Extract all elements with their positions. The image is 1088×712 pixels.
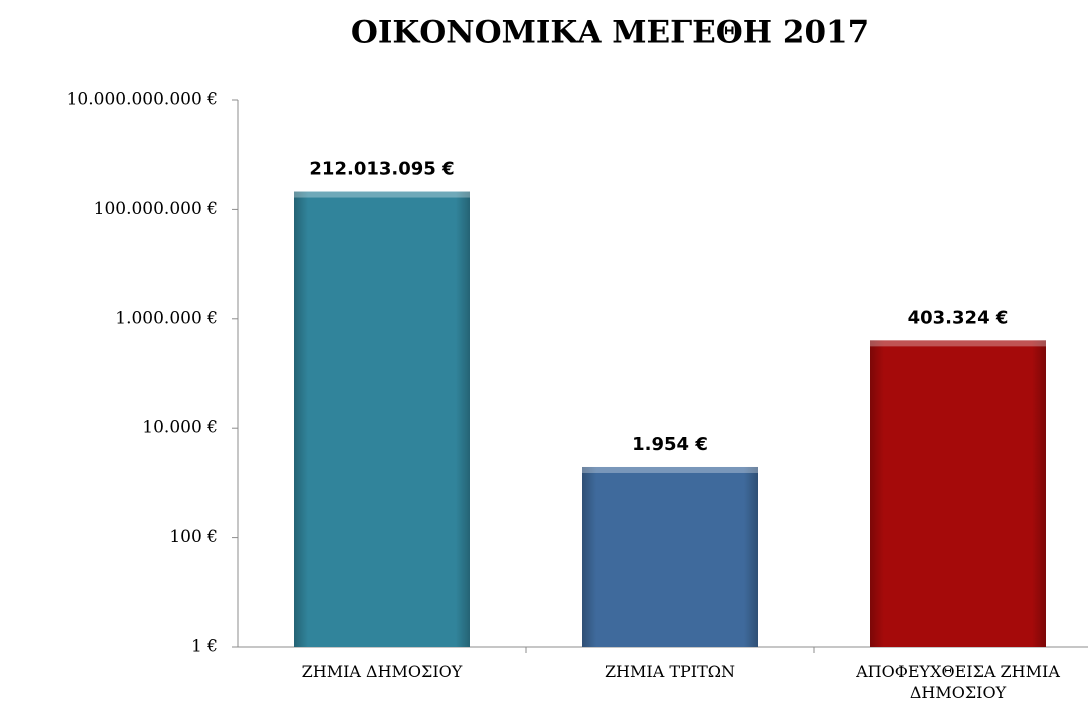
x-tick-label: ΖΗΜΙΑ ΤΡΙΤΩΝ [604,662,736,681]
value-label: 1.954 € [632,434,708,455]
value-label: 212.013.095 € [309,159,454,180]
x-tick-label: ΑΠΟΦΕΥΧΘΕΙΣΑ ΖΗΜΙΑ ΔΗΜΟΣΙΟΥ [856,662,1060,702]
y-tick-label: 10.000.000.000 € [67,90,218,110]
y-tick-label: 1.000.000 € [115,308,218,328]
bar-highlight [582,466,758,473]
bar-shade [870,340,1046,647]
bar-highlight [294,191,470,198]
bar-highlight [870,340,1046,347]
y-tick-label: 1 € [191,637,218,657]
value-label: 403.324 € [908,307,1009,328]
bar-shade [582,466,758,647]
chart-title: ΟΙΚΟΝΟΜΙΚΑ ΜΕΓΕΘΗ 2017 [351,15,869,51]
y-tick-label: 10.000 € [142,418,218,438]
bar-shade [294,191,470,647]
x-tick-label: ΖΗΜΙΑ ΔΗΜΟΣΙΟΥ [301,662,463,681]
y-tick-label: 100.000.000 € [94,199,218,219]
y-tick-label: 100 € [169,527,218,547]
